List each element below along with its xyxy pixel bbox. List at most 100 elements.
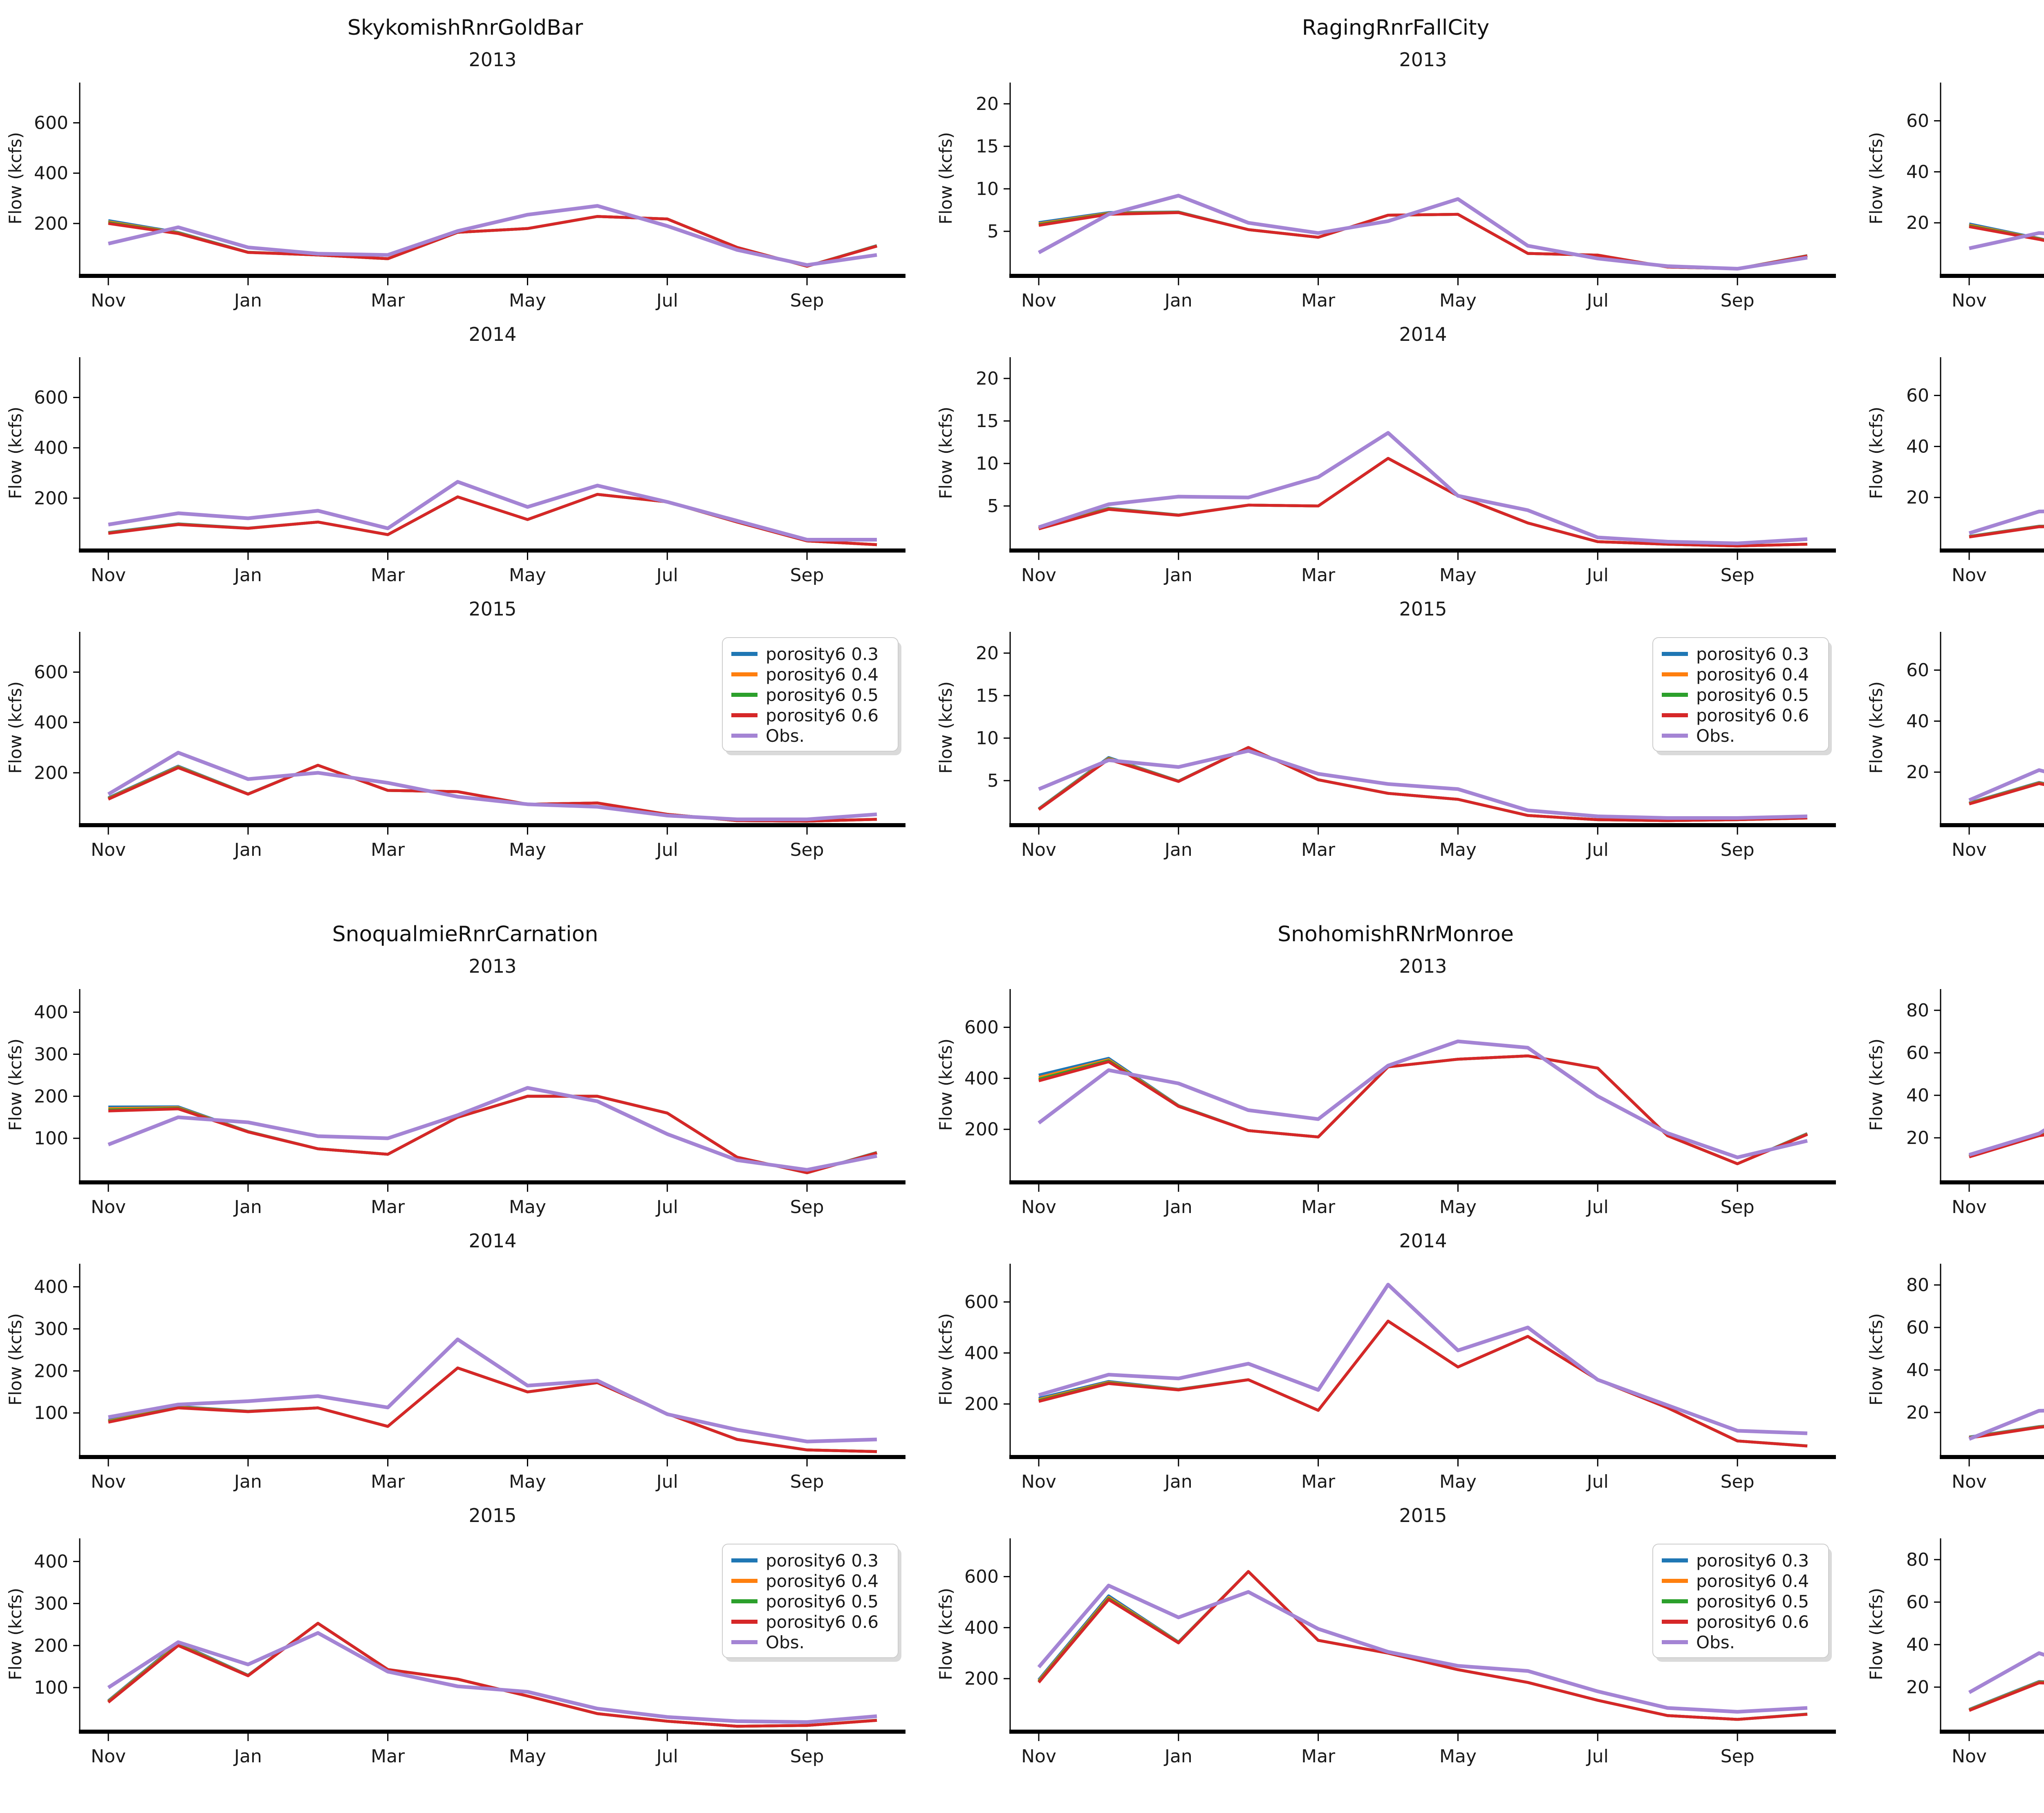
- x-tick-label: May: [1439, 839, 1477, 860]
- series-line-obs: [1038, 431, 1808, 546]
- x-tick-label: Nov: [1952, 1746, 1987, 1767]
- y-tick-label: 40: [1906, 711, 1929, 732]
- y-tick-label: 200: [964, 1668, 999, 1689]
- chart-svg-SnohomishRNrMonroe-2013: 2013 Nov Jan Mar May Jul Sep 200 400 600 Flow (kcf…: [936, 955, 1836, 1218]
- series-line-porosity6-0.3: [108, 493, 877, 546]
- legend-label: porosity6 0.3: [1696, 1551, 1809, 1571]
- y-tick-label: 400: [34, 438, 68, 459]
- x-tick-label: Mar: [1301, 839, 1336, 860]
- x-tick-label: Nov: [1021, 290, 1056, 311]
- chart-snoqualmie-2013: 2013 Nov Jan Mar May Jul Sep 100 200 300 400 Flow (…: [0, 951, 930, 1226]
- series-line-porosity6-0.4: [108, 493, 877, 546]
- y-tick-label: 600: [34, 113, 68, 134]
- series-line-porosity6-0.5: [1038, 746, 1808, 822]
- legend-label: Obs.: [1696, 1632, 1735, 1652]
- y-tick-label: 20: [976, 643, 999, 664]
- y-tick-label: 400: [34, 712, 68, 733]
- x-tick-label: Nov: [91, 565, 126, 586]
- chart-svg-PilchuckRnrSnohomish-2015: 2015NovJanMarMayJulSep20406080Flow (kcfs…: [1866, 1538, 2044, 1767]
- y-tick-label: 40: [1906, 1634, 1929, 1655]
- y-tick-label: 100: [34, 1403, 68, 1424]
- series-line-obs: [1968, 1128, 2044, 1157]
- y-tick-label: 40: [1906, 1360, 1929, 1381]
- series-line-obs: [108, 1086, 877, 1172]
- legend-label: porosity6 0.3: [1696, 644, 1809, 664]
- x-tick-label: Jan: [233, 1197, 262, 1218]
- y-tick-label: 60: [1906, 660, 1929, 681]
- series-line-porosity6-0.3: [1968, 1680, 2044, 1711]
- chart-snoqualmie-2014: 2014 Nov Jan Mar May Jul Sep 100 200 300 400 Flow (…: [0, 1226, 930, 1501]
- legend-box: [722, 637, 899, 752]
- series-line-obs: [1969, 231, 2044, 250]
- series-line-obs: [108, 480, 877, 542]
- x-tick-label: Sep: [790, 839, 824, 860]
- x-tick-label: Sep: [790, 1746, 824, 1767]
- chart-svg-NFToltRnrCarnation-2014: 2014NovJanMarMayJulSep204060Flow (kcfs): [1866, 357, 2044, 586]
- x-tick-label: Jan: [1163, 565, 1192, 586]
- series-line-obs: [108, 204, 877, 267]
- y-tick-label: 600: [34, 662, 68, 683]
- y-axis-label: Flow (kcfs): [5, 1313, 25, 1406]
- y-tick-label: 60: [1906, 385, 1929, 406]
- legend-box: [1652, 637, 1829, 752]
- subplot-year-title: 2015: [468, 1504, 516, 1527]
- subplot-year-title: 2014: [1399, 323, 1447, 345]
- x-tick-label: Mar: [371, 839, 405, 860]
- chart-raging-2015: 2015 Nov Jan Mar May Jul Sep 5 10 15 20 Flow (kcfs)…: [930, 594, 1861, 869]
- x-tick-label: Sep: [1721, 1197, 1755, 1218]
- x-tick-label: Nov: [1952, 1197, 1987, 1218]
- station-panel-skykomish: SkykomishRnrGoldBar 2013 Nov Jan Mar May Jul S…: [0, 0, 930, 906]
- series-line-porosity6-0.3: [1038, 457, 1808, 548]
- series-line-obs: [1037, 1583, 1808, 1714]
- x-tick-label: Nov: [91, 839, 126, 860]
- chart-svg-SnohomishRNrMonroe-2014: 2014 Nov Jan Mar May Jul Sep 200 400 600 Flow (kcf…: [936, 1230, 1836, 1492]
- x-tick-label: May: [509, 1197, 546, 1218]
- y-tick-label: 400: [34, 1551, 68, 1572]
- x-tick-label: Jul: [655, 1746, 678, 1767]
- y-tick-label: 60: [1906, 1592, 1929, 1613]
- y-axis-label: Flow (kcfs): [1866, 1039, 1886, 1131]
- y-tick-label: 5: [987, 221, 999, 242]
- subplot-year-title: 2015: [468, 598, 516, 620]
- x-tick-label: Mar: [1301, 1197, 1336, 1218]
- y-axis-label: Flow (kcfs): [1866, 407, 1886, 499]
- x-tick-label: Mar: [1301, 1746, 1336, 1767]
- station-panel-snohomish: SnohomishRNrMonroe 2013 Nov Jan Mar May Jul Se…: [930, 906, 1861, 1813]
- x-tick-label: Nov: [91, 1746, 126, 1767]
- series-line-porosity6-0.6: [1038, 457, 1808, 548]
- chart-skykomish-2014: 2014 Nov Jan Mar May Jul Sep 200 400 600 Flow (kcf…: [0, 320, 930, 594]
- y-axis-label: Flow (kcfs): [936, 1039, 956, 1131]
- y-tick-label: 10: [976, 453, 999, 474]
- y-tick-label: 20: [1906, 1677, 1929, 1698]
- subplot-year-title: 2014: [468, 323, 516, 345]
- chart-svg-SnoqualmieRnrCarnation-2015: 2015 Nov Jan Mar May Jul Sep 100 200 300 400 Flow (…: [5, 1504, 905, 1767]
- x-tick-label: Nov: [1021, 839, 1056, 860]
- series-line-obs: [107, 1631, 877, 1724]
- chart-svg-NFToltRnrCarnation-2013: 2013NovJanMarMayJulSep204060Flow (kcfs): [1866, 83, 2044, 311]
- x-tick-label: Jul: [1586, 1197, 1609, 1218]
- chart-raging-2014: 2014 Nov Jan Mar May Jul Sep 5 10 15 20 Flow (kcfs): [930, 320, 1861, 594]
- series-line-porosity6-0.6: [1038, 1570, 1808, 1721]
- y-axis-label: Flow (kcfs): [1866, 1588, 1886, 1680]
- chart-svg-SkykomishRnrGoldBar-2013: 2013 Nov Jan Mar May Jul Sep 200 400 600 Flow (kcf…: [5, 49, 905, 311]
- chart-raging-2013: 2013 Nov Jan Mar May Jul Sep 5 10 15 20 Flow (kcfs): [930, 45, 1861, 320]
- series-line-obs: [1038, 194, 1808, 271]
- x-tick-label: May: [509, 839, 546, 860]
- y-tick-label: 200: [964, 1394, 999, 1415]
- y-tick-label: 5: [987, 496, 999, 517]
- y-tick-label: 60: [1906, 111, 1929, 132]
- y-tick-label: 200: [34, 213, 68, 234]
- y-tick-label: 200: [34, 1361, 68, 1381]
- x-tick-label: Nov: [1021, 1197, 1056, 1218]
- x-tick-label: May: [509, 1746, 546, 1767]
- legend-label: porosity6 0.5: [766, 1591, 879, 1612]
- chart-snohomish-2014: 2014 Nov Jan Mar May Jul Sep 200 400 600 Flow (kcf…: [930, 1226, 1861, 1501]
- y-tick-label: 100: [34, 1128, 68, 1149]
- x-tick-label: Jan: [233, 1746, 262, 1767]
- y-axis-label: Flow (kcfs): [936, 681, 956, 774]
- x-tick-label: Jul: [655, 290, 678, 311]
- series-line-porosity6-0.6: [108, 493, 877, 546]
- series-line-porosity6-0.6: [108, 1095, 877, 1174]
- legend-label: porosity6 0.6: [1696, 1612, 1809, 1632]
- y-tick-label: 400: [34, 1002, 68, 1023]
